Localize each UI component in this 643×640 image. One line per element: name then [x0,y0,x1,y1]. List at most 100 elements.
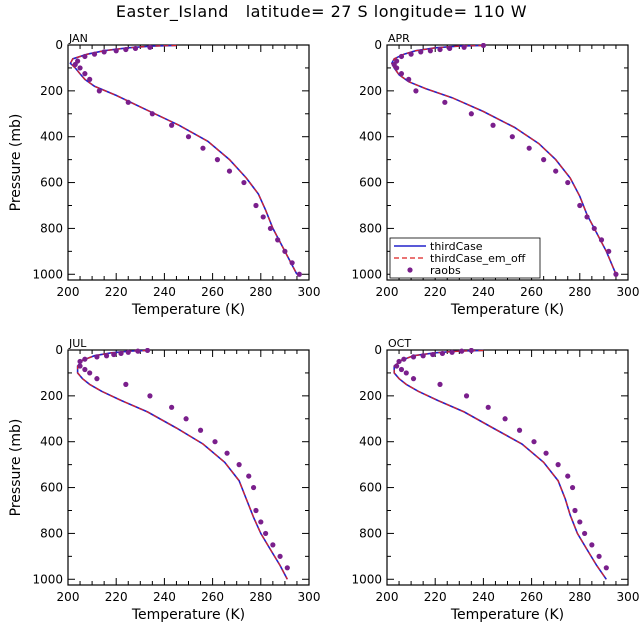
y-tick-label: 200 [40,389,63,403]
raobs-point [197,427,204,433]
plot-area [393,348,609,580]
raobs-point [509,134,515,140]
raobs-point [577,202,583,209]
raobs-point [236,462,242,468]
raobs-point [147,393,153,399]
model-em-off-line [76,349,288,580]
panel-label: APR [388,32,410,45]
raobs-point [596,553,602,559]
raobs-point [82,71,88,77]
raobs-point [398,71,405,77]
x-tick-label: 220 [105,285,128,299]
raobs-point [410,354,417,360]
legend-marker-raobs [407,267,413,273]
raobs-point [246,473,252,479]
raobs-point [406,76,412,82]
raobs-point [461,44,467,50]
raobs-point [125,99,131,105]
raobs-point [224,450,230,456]
y-tick-label: 800 [359,526,382,540]
raobs-point [439,350,446,357]
series-thirdcase [393,349,607,580]
raobs-point [282,248,288,254]
raobs-point [94,354,100,360]
x-tick-label: 260 [520,285,543,299]
raobs-point [241,179,247,186]
raobs-point [410,376,417,382]
raobs-point [468,348,474,354]
raobs-point [101,49,107,55]
raobs-point [606,248,612,254]
raobs-point [169,404,175,410]
raobs-point [185,134,192,140]
y-tick-label: 1000 [351,267,382,281]
y-tick-label: 600 [359,176,382,190]
raobs-point [490,122,496,128]
series-raobs [391,43,619,277]
raobs-point [214,157,221,163]
raobs-point [82,356,88,362]
x-tick-label: 300 [298,590,321,604]
raobs-point [396,358,402,365]
raobs-point [267,225,274,232]
raobs-point [147,44,153,50]
plot-area [390,43,619,277]
raobs-point [589,542,595,548]
x-tick-label: 240 [153,590,176,604]
raobs-point [603,565,609,571]
raobs-point [582,530,588,537]
panel-label: JAN [68,32,88,45]
raobs-point [418,49,424,55]
raobs-point [442,99,448,105]
x-axis-label: Temperature (K) [131,607,245,623]
raobs-point [144,348,151,354]
x-tick-label: 280 [249,285,272,299]
series-raobs [77,348,290,571]
raobs-point [420,353,426,359]
raobs-point [398,366,405,373]
y-tick-label: 0 [374,343,382,357]
x-axis-label: Temperature (K) [450,607,564,623]
raobs-point [296,271,302,277]
raobs-point [480,43,486,49]
y-tick-label: 800 [40,526,63,540]
series-thirdcase-em-off [393,349,607,580]
raobs-point [531,439,537,445]
raobs-point [77,65,83,71]
x-tick-label: 240 [472,590,495,604]
y-tick-label: 600 [40,176,63,190]
x-tick-label: 300 [617,285,640,299]
x-tick-label: 280 [568,590,591,604]
panel-apr: 200 220 240 260 280 300 0 200 400 600 800 1000 Tempe… [351,32,639,318]
panel-jan: 200 220 240 260 280 300 0 200 400 600 800 1000 Tempe… [8,32,320,318]
raobs-point [77,363,83,369]
raobs-point [277,553,283,559]
model-em-off-line [69,44,298,275]
raobs-point [72,61,78,68]
raobs-point [91,51,98,57]
raobs-point [398,53,405,60]
plot-frame [386,349,629,586]
raobs-point [103,353,110,359]
x-tick-label: 220 [105,590,128,604]
series-thirdcase [76,349,289,580]
x-axis-label: Temperature (K) [131,302,245,318]
x-tick-label: 220 [424,590,447,604]
raobs-point [82,366,88,373]
raobs-point [555,462,561,468]
x-tick-label: 300 [617,590,640,604]
y-tick-label: 0 [55,343,63,357]
y-tick-label: 1000 [32,572,63,586]
raobs-point [111,351,117,358]
raobs-point [149,111,155,117]
y-tick-label: 200 [359,389,382,403]
raobs-point [413,88,419,94]
raobs-point [250,484,257,491]
x-tick-label: 200 [57,285,80,299]
series-thirdcase [69,44,298,275]
raobs-point [403,370,409,376]
raobs-point [572,507,578,514]
plot-area [76,348,290,580]
raobs-point [541,157,547,163]
